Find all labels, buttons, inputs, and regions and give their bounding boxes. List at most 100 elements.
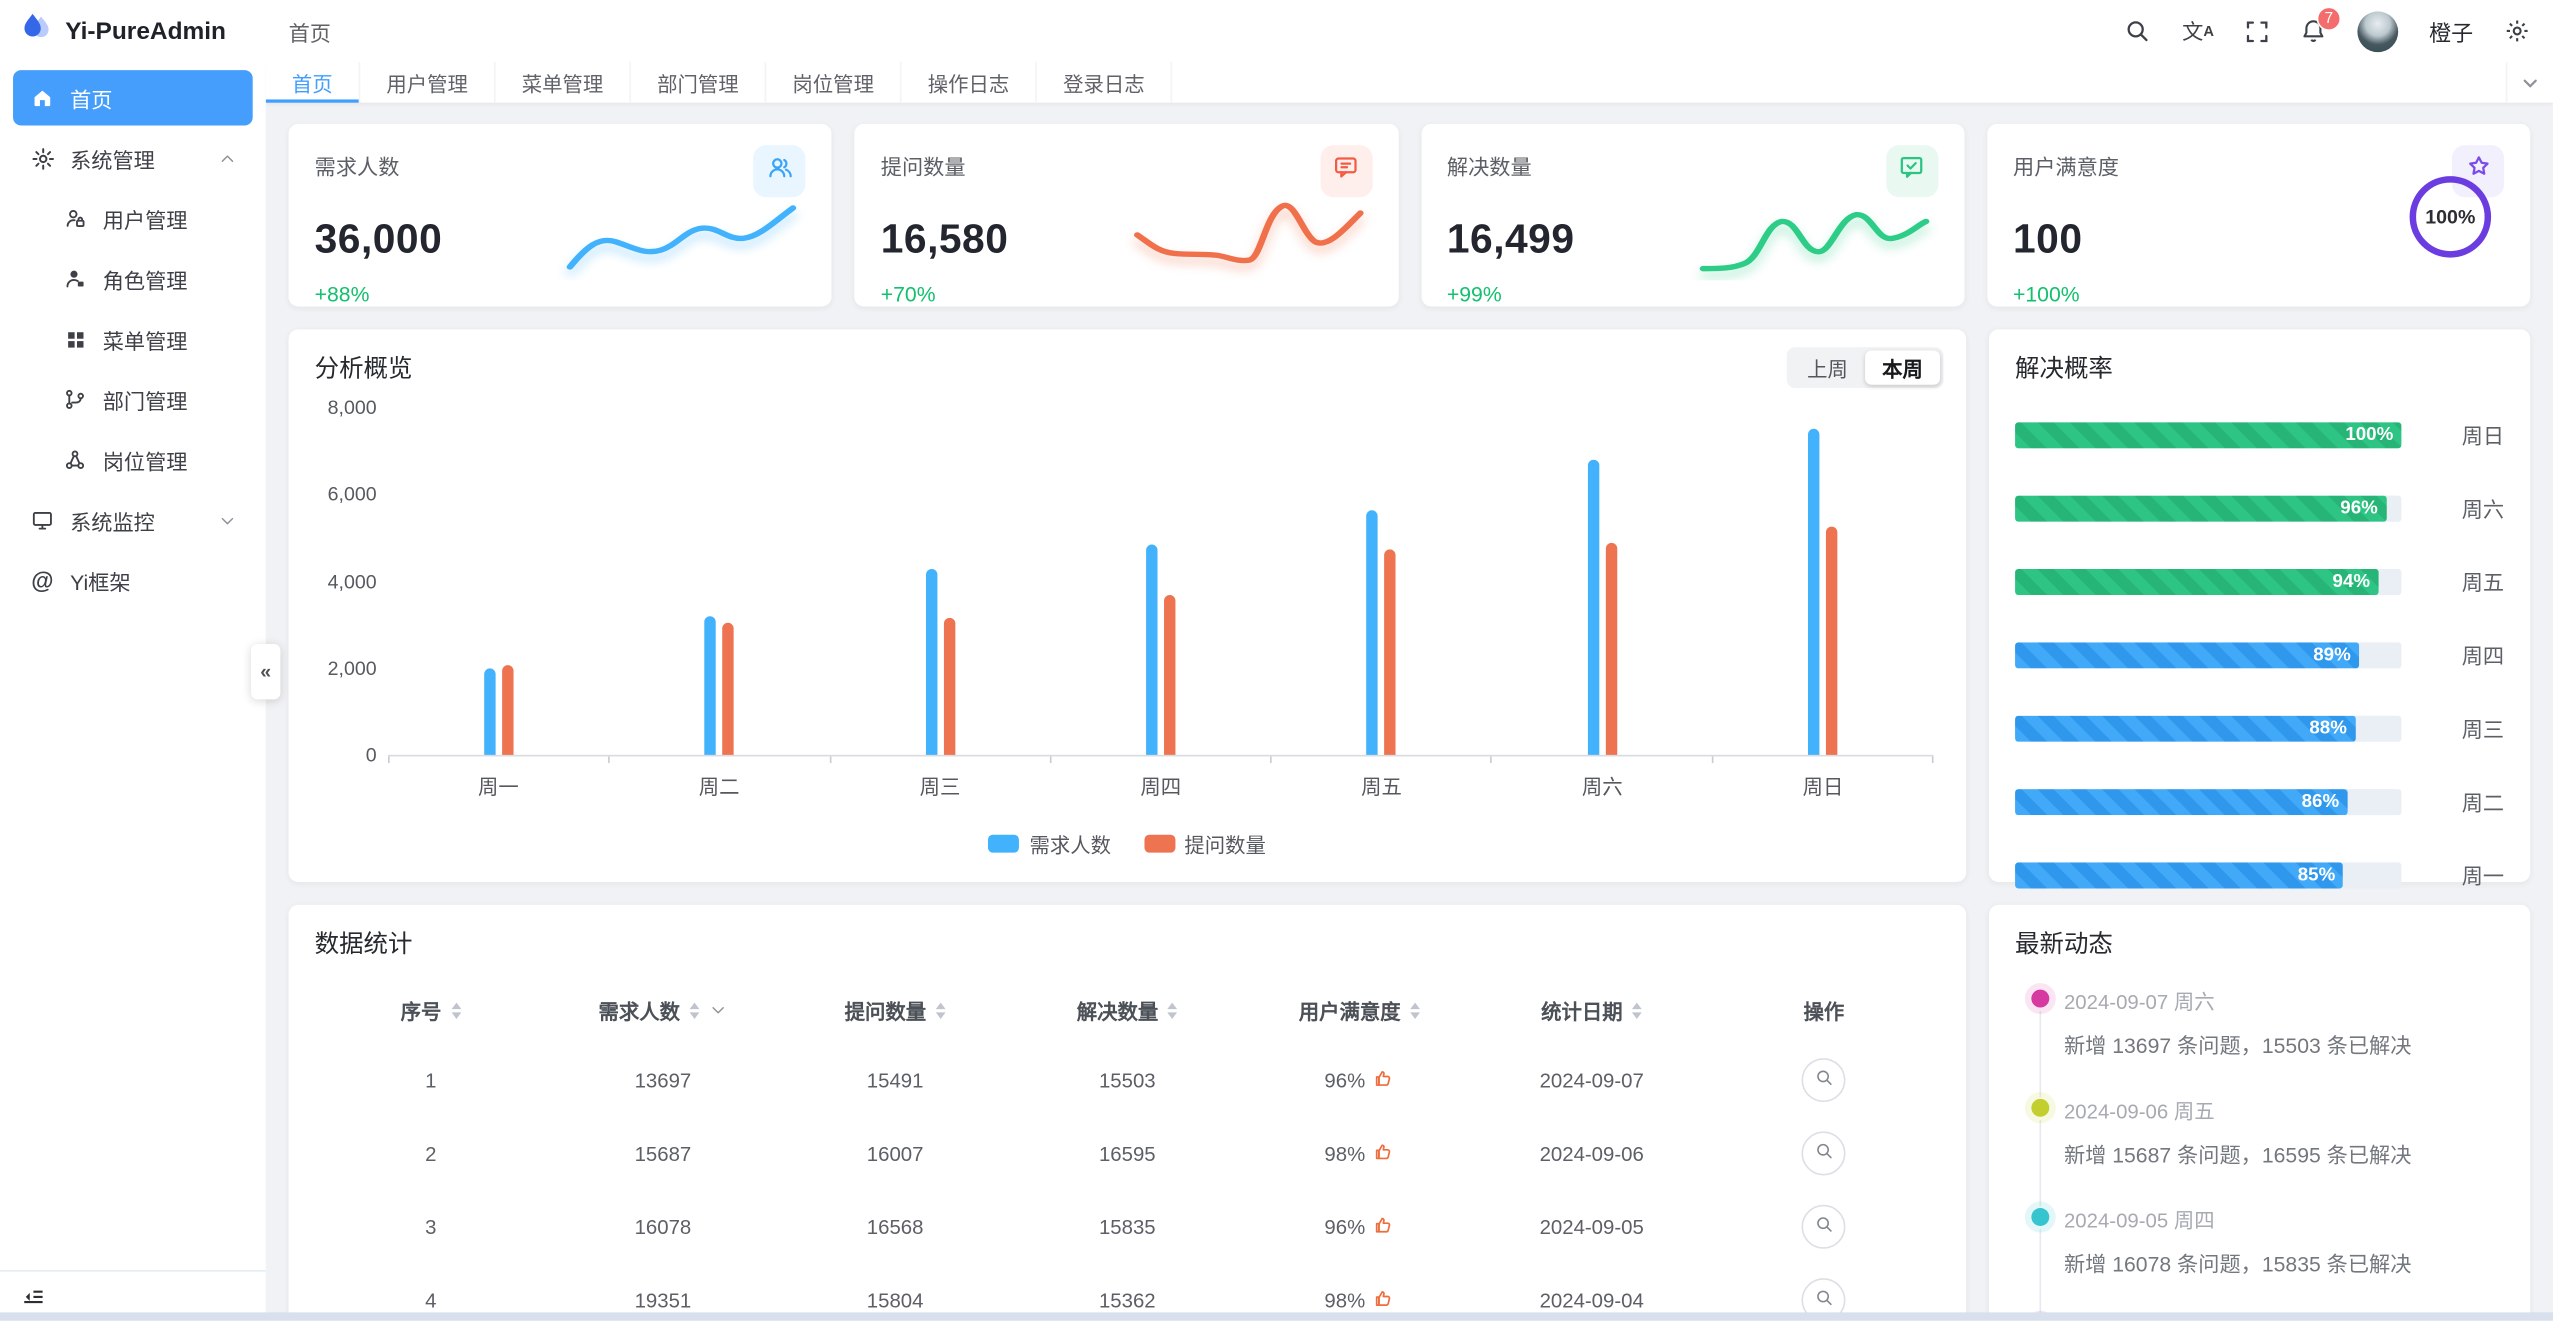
bar-提问数量[interactable] — [943, 617, 955, 755]
stat-card-icon-badge — [1885, 145, 1939, 198]
x-axis-tick — [390, 756, 611, 763]
sidebar-item-部门管理[interactable]: 部门管理 — [13, 372, 253, 427]
column-header-用户满意度[interactable]: 用户满意度 — [1243, 977, 1475, 1044]
bar-提问数量[interactable] — [1163, 594, 1176, 755]
at-icon: @ — [31, 567, 54, 594]
bar-需求人数[interactable] — [704, 615, 716, 755]
settings-gear-icon[interactable] — [2504, 18, 2530, 44]
sidebar-item-菜单管理[interactable]: 菜单管理 — [13, 311, 253, 366]
sort-desc-caret — [1410, 1011, 1421, 1019]
bar-提问数量[interactable] — [722, 622, 734, 755]
bar-需求人数[interactable] — [1366, 509, 1379, 755]
fullscreen-icon[interactable] — [2245, 19, 2269, 43]
column-header-解决数量[interactable]: 解决数量 — [1011, 977, 1243, 1044]
sidebar-item-岗位管理[interactable]: 岗位管理 — [13, 432, 253, 487]
toggle-last-week[interactable]: 上周 — [1807, 358, 1848, 382]
tabs-more-chevron-icon[interactable] — [2505, 61, 2553, 103]
bar-提问数量[interactable] — [501, 665, 514, 755]
sort-carets-icon[interactable] — [689, 1001, 700, 1019]
horizontal-scrollbar[interactable] — [0, 1312, 2553, 1321]
bottom-row: 数据统计 序号 需求人数 提问数量 解决数量 用户满意度 统计日期 操作 1 13697 154… — [288, 904, 2531, 1321]
table-cell: 16078 — [634, 1215, 692, 1239]
column-header-序号[interactable]: 序号 — [315, 977, 547, 1044]
timeline-dot — [2031, 1098, 2050, 1117]
date-cell: 2024-09-05 — [1539, 1215, 1644, 1239]
sort-carets-icon[interactable] — [451, 1001, 461, 1019]
tab-部门管理[interactable]: 部门管理 — [631, 61, 767, 103]
progress-track: 86% — [2015, 788, 2402, 815]
sidebar-item-系统管理[interactable]: 系统管理 — [13, 130, 253, 185]
sidebar-item-用户管理[interactable]: 用户管理 — [13, 191, 253, 246]
sidebar-item-label: 首页 — [70, 87, 113, 112]
table-cell: 15491 — [866, 1068, 924, 1092]
row-view-button[interactable] — [1801, 1131, 1846, 1176]
tab-菜单管理[interactable]: 菜单管理 — [496, 61, 632, 103]
sort-carets-icon[interactable] — [935, 1001, 946, 1019]
logo-row[interactable]: Yi-PureAdmin — [0, 0, 266, 62]
bar-需求人数[interactable] — [483, 668, 496, 755]
bar-提问数量[interactable] — [1605, 542, 1617, 755]
stat-card-head: 用户满意度 — [2013, 145, 2505, 198]
sort-desc-caret — [935, 1011, 946, 1019]
data-statistics-card: 数据统计 序号 需求人数 提问数量 解决数量 用户满意度 统计日期 操作 1 13697 154… — [288, 904, 1967, 1321]
date-cell: 2024-09-06 — [1539, 1142, 1644, 1165]
chevron-up-icon — [218, 149, 236, 167]
sort-carets-icon[interactable] — [1168, 1001, 1178, 1019]
notification-bell-icon[interactable]: 7 — [2300, 6, 2342, 44]
tab-登录日志[interactable]: 登录日志 — [1037, 61, 1173, 103]
bar-需求人数[interactable] — [1808, 429, 1820, 755]
tab-岗位管理[interactable]: 岗位管理 — [766, 61, 902, 103]
progress-track: 100% — [2015, 421, 2402, 448]
legend-item-提问数量[interactable]: 提问数量 — [1143, 828, 1266, 859]
users-icon — [766, 153, 794, 189]
legend-item-需求人数[interactable]: 需求人数 — [988, 828, 1111, 859]
bar-group-周一 — [388, 408, 609, 755]
avatar[interactable] — [2357, 10, 2399, 52]
sidebar-item-label: 角色管理 — [102, 268, 188, 293]
table-cell: 19351 — [634, 1288, 692, 1312]
sort-carets-icon[interactable] — [1410, 1001, 1421, 1019]
bar-需求人数[interactable] — [1146, 544, 1158, 755]
row-view-button[interactable] — [1801, 1058, 1846, 1103]
y-axis-tick-label: 4,000 — [327, 569, 377, 593]
solve-day-label: 周二 — [2461, 790, 2505, 816]
toggle-this-week[interactable]: 本周 — [1865, 350, 1941, 385]
progress-track: 94% — [2015, 568, 2402, 595]
stat-card-delta: +88% — [314, 282, 370, 307]
stat-card-delta: +70% — [880, 282, 936, 307]
bar-提问数量[interactable] — [1826, 526, 1838, 755]
latest-activity-card: 最新动态 2024-09-07 周六 新增 13697 条问题，15503 条已解… — [1988, 904, 2531, 1321]
tab-操作日志[interactable]: 操作日志 — [902, 61, 1038, 103]
sort-carets-icon[interactable] — [1632, 1001, 1643, 1019]
row-view-button[interactable] — [1801, 1204, 1846, 1249]
magnifier-icon — [1814, 1215, 1834, 1239]
collapse-menu-icon[interactable] — [21, 1284, 45, 1308]
sidebar-item-系统监控[interactable]: 系统监控 — [13, 492, 253, 547]
grid-icon — [62, 326, 88, 352]
bar-需求人数[interactable] — [925, 568, 937, 755]
timeline-date: 2024-09-05 周四 — [2063, 1209, 2215, 1233]
sidebar-item-角色管理[interactable]: 角色管理 — [13, 251, 253, 306]
bar-提问数量[interactable] — [1384, 548, 1397, 755]
bar-需求人数[interactable] — [1587, 459, 1600, 755]
collapse-sidebar-button[interactable]: « — [251, 643, 281, 700]
tab-用户管理[interactable]: 用户管理 — [360, 61, 496, 103]
progress-percent: 89% — [2313, 644, 2351, 665]
stat-card-提问数量: 提问数量 16,580 +70% — [854, 123, 1398, 307]
username: 橙子 — [2429, 21, 2474, 46]
sidebar-item-Yi框架[interactable]: @ Yi框架 — [13, 553, 253, 608]
column-header-需求人数[interactable]: 需求人数 — [547, 977, 779, 1044]
progress-track: 89% — [2015, 641, 2402, 668]
column-header-统计日期[interactable]: 统计日期 — [1476, 977, 1708, 1044]
column-header-提问数量[interactable]: 提问数量 — [779, 977, 1011, 1044]
tab-label: 菜单管理 — [521, 73, 604, 97]
sidebar-item-首页[interactable]: 首页 — [13, 70, 253, 126]
chevron-down-icon — [709, 1001, 727, 1019]
satisfaction-wrap: 96% — [1243, 1067, 1475, 1093]
tab-首页[interactable]: 首页 — [265, 61, 361, 103]
table-cell: 15687 — [634, 1142, 692, 1165]
x-axis-label: 周四 — [1140, 776, 1182, 799]
search-icon[interactable] — [2125, 18, 2151, 44]
